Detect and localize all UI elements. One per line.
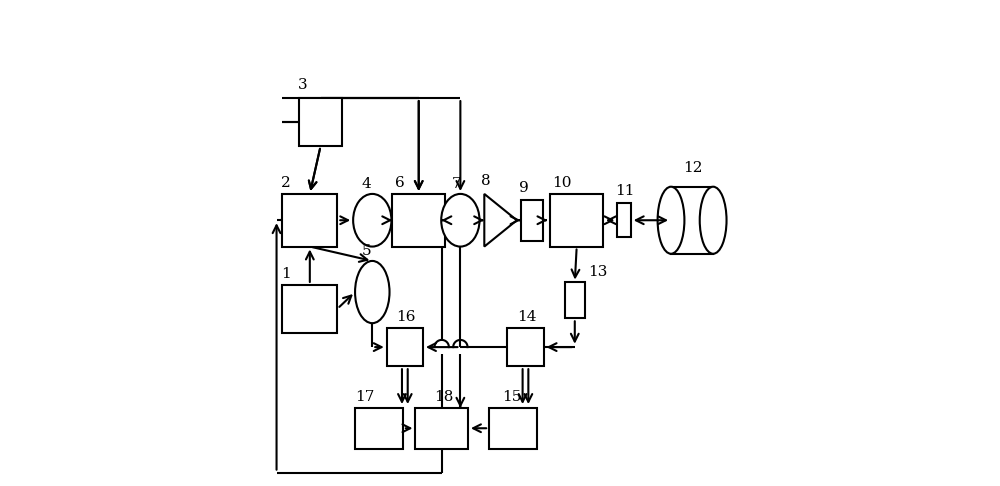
Text: 3: 3: [298, 78, 307, 92]
Text: 15: 15: [502, 390, 522, 403]
Bar: [550, 194, 603, 246]
Text: 10: 10: [552, 176, 572, 190]
Text: 12: 12: [683, 161, 703, 175]
Text: 13: 13: [588, 265, 607, 279]
Bar: [415, 408, 468, 449]
Text: 5: 5: [361, 244, 371, 258]
Text: 6: 6: [395, 176, 405, 190]
Bar: [489, 408, 537, 449]
Bar: [355, 408, 403, 449]
Text: 8: 8: [481, 174, 491, 188]
Bar: [392, 194, 445, 246]
Bar: [299, 98, 342, 146]
Bar: [565, 282, 585, 318]
Text: 16: 16: [396, 310, 416, 324]
Text: 7: 7: [451, 176, 461, 191]
Ellipse shape: [700, 187, 727, 254]
Bar: [507, 328, 544, 366]
Text: 11: 11: [615, 184, 635, 198]
Bar: [387, 328, 423, 366]
Text: 17: 17: [355, 390, 374, 403]
Ellipse shape: [441, 194, 480, 246]
Polygon shape: [484, 194, 517, 246]
Bar: [282, 194, 337, 246]
Ellipse shape: [353, 194, 391, 246]
Text: 2: 2: [281, 176, 291, 190]
Ellipse shape: [658, 187, 684, 254]
Text: 9: 9: [519, 181, 529, 195]
Ellipse shape: [355, 261, 390, 323]
Bar: [671, 187, 713, 254]
Text: 18: 18: [435, 390, 454, 403]
Bar: [521, 200, 543, 241]
Text: 1: 1: [281, 267, 291, 281]
Bar: [282, 285, 337, 333]
Bar: [617, 204, 631, 237]
Text: 14: 14: [517, 310, 536, 324]
Text: 4: 4: [361, 176, 371, 191]
